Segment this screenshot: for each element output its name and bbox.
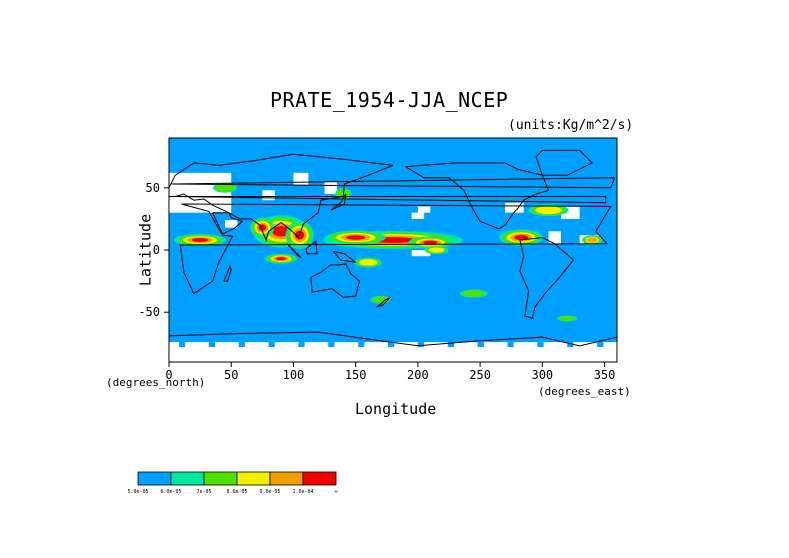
missing-area — [411, 250, 431, 257]
coastline — [332, 250, 357, 263]
colorbar-swatch — [137, 471, 172, 486]
field-cell — [447, 342, 454, 348]
x-axis-label: Longitude — [355, 400, 437, 418]
coastlines — [169, 149, 617, 347]
coastline — [535, 149, 593, 176]
field-cell — [268, 342, 275, 348]
base-field — [169, 138, 617, 362]
precip-contour — [587, 237, 598, 243]
coastline — [310, 263, 360, 298]
precip-contour — [428, 247, 445, 253]
missing-area — [225, 220, 238, 228]
coastline — [376, 296, 391, 308]
x-tick-label: 150 — [345, 368, 367, 382]
x-tick-label: 200 — [407, 368, 429, 382]
field-cell — [537, 342, 544, 348]
precip-contour — [191, 238, 209, 242]
precip-contour — [372, 296, 389, 304]
coastline — [405, 162, 550, 230]
colorbar-swatch — [170, 471, 205, 486]
x-tick-label: 300 — [531, 368, 553, 382]
field-cell — [507, 342, 514, 348]
colorbar-swatch — [203, 471, 238, 486]
missing-area — [417, 206, 431, 213]
coastline — [286, 243, 302, 258]
precip-contour — [275, 257, 287, 261]
chart-title: PRATE_1954-JJA_NCEP — [270, 88, 509, 112]
x-tick-label: 0 — [165, 368, 172, 382]
y-tick-label: 50 — [146, 181, 160, 195]
x-tick-label: 250 — [469, 368, 491, 382]
precip-contour — [535, 206, 562, 215]
field-cell — [178, 342, 186, 348]
colorbar-swatch — [269, 471, 304, 486]
coastline — [212, 212, 244, 235]
coastline — [169, 153, 607, 242]
field-cell — [417, 342, 425, 348]
coastline — [223, 264, 232, 282]
field-cell — [358, 342, 365, 348]
coastline — [169, 331, 617, 347]
colorbar-swatch — [302, 471, 337, 486]
precip-contour — [462, 290, 486, 297]
coastline — [330, 193, 347, 211]
field-cell — [238, 342, 245, 348]
x-tick-label: 350 — [594, 368, 616, 382]
precip-contour — [358, 259, 378, 266]
missing-area — [505, 202, 524, 213]
x-tick-label: 50 — [224, 368, 238, 382]
missing-area — [169, 172, 232, 213]
precip-contour — [346, 235, 366, 240]
precip-contour — [215, 183, 235, 192]
coastline — [179, 203, 612, 295]
missing-area — [293, 172, 309, 186]
colorbar-swatch — [236, 471, 271, 486]
precip-contour — [514, 234, 529, 241]
missing-area — [548, 231, 561, 244]
map-field — [169, 138, 617, 362]
coastline — [305, 240, 318, 255]
coastline — [171, 177, 616, 189]
colorbar-label: 7e-05 — [196, 489, 211, 495]
field-cell — [597, 342, 604, 348]
colorbar-label: 8.0e-05 — [226, 489, 247, 495]
field-cell — [477, 342, 484, 348]
colorbar-label: 6.0e-05 — [160, 489, 181, 495]
y-tick-label: 0 — [153, 243, 160, 257]
precip-contour — [423, 240, 438, 245]
field-cell — [567, 342, 574, 348]
x-tick-label: 100 — [283, 368, 305, 382]
missing-area — [411, 212, 425, 219]
field-cell — [328, 342, 335, 348]
colorbar-label: ∞ — [334, 489, 337, 495]
field-cell — [208, 342, 216, 348]
coastline — [519, 237, 575, 320]
field-cell — [298, 342, 305, 348]
precip-contour — [558, 315, 576, 321]
precip-contour — [272, 226, 290, 237]
y-units-label: (degrees_east) — [538, 385, 631, 398]
colorbar-label: 5.0e-05 — [127, 489, 148, 495]
missing-antarctic — [169, 342, 617, 362]
colorbar-label: 1.0e-04 — [292, 489, 313, 495]
colorbar-label: 9.0e-05 — [259, 489, 280, 495]
x-units-label: (degrees_north) — [106, 376, 206, 389]
missing-area — [324, 181, 337, 194]
field-cell — [388, 342, 395, 348]
missing-area — [262, 190, 275, 201]
units-label: (units:Kg/m^2/s) — [508, 118, 634, 133]
y-tick-label: -50 — [138, 305, 160, 319]
